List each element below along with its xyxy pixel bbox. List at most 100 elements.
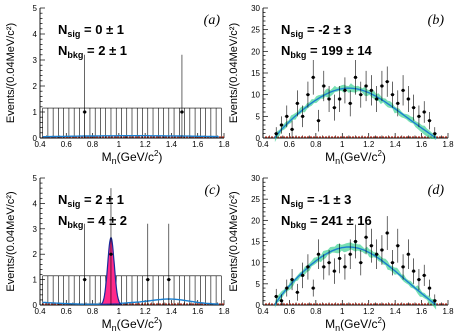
y-tick-label: 10 bbox=[251, 259, 260, 268]
x-axis-label-part: (GeV/c bbox=[117, 317, 154, 331]
data-point bbox=[180, 110, 184, 114]
nsig-value: = -1 ± 3 bbox=[303, 192, 351, 207]
data-point bbox=[83, 278, 87, 282]
data-point bbox=[316, 119, 321, 123]
data-point bbox=[359, 93, 363, 97]
x-tick-label: 1.6 bbox=[192, 307, 204, 316]
y-tick-label: 0 bbox=[256, 301, 261, 310]
x-axis-label: Mn(GeV/c2) bbox=[102, 149, 163, 166]
x-tick-label: 1.4 bbox=[390, 140, 402, 149]
data-point bbox=[167, 278, 171, 282]
x-tick-label: 0.4 bbox=[34, 307, 46, 316]
y-tick-label: 30 bbox=[251, 174, 260, 183]
y-tick-label: 25 bbox=[251, 26, 260, 35]
panel-2: 0.4 0.6 0.8 1 1.2 1.4 1.6 1.8 0 5 10 15 20 25 30 Events… bbox=[228, 4, 454, 166]
x-tick-label: 1.6 bbox=[192, 140, 204, 149]
data-point bbox=[322, 84, 326, 88]
data-point bbox=[417, 278, 421, 282]
data-point bbox=[332, 269, 336, 273]
y-tick-label: 10 bbox=[251, 91, 260, 100]
data-point bbox=[301, 114, 305, 118]
nbkg-symbol: N bbox=[58, 213, 67, 228]
data-point bbox=[274, 294, 278, 299]
nbkg-symbol: N bbox=[281, 213, 290, 228]
data-point bbox=[274, 132, 278, 136]
nbkg-symbol: N bbox=[281, 43, 290, 58]
x-axis-label-part: ) bbox=[382, 317, 386, 331]
y-axis-label: Events/(0.04MeV/c²) bbox=[5, 191, 17, 291]
panel-4: 0.4 0.6 0.8 1 1.2 1.4 1.6 1.8 0 5 10 15 20 25 30 Events… bbox=[228, 174, 454, 333]
data-point bbox=[306, 265, 310, 269]
x-tick-label: 1 bbox=[340, 307, 345, 316]
data-point bbox=[290, 278, 294, 282]
x-tick-label: 0.8 bbox=[87, 307, 99, 316]
y-tick-label: 20 bbox=[251, 216, 260, 225]
nbkg-symbol: N bbox=[58, 43, 67, 58]
x-axis-label: Mn(GeV/c2) bbox=[325, 149, 386, 166]
nsig-value: = -2 ± 3 bbox=[303, 22, 351, 37]
y-tick-label: 20 bbox=[251, 47, 260, 56]
x-tick-label: 1.8 bbox=[442, 140, 454, 149]
data-point bbox=[369, 244, 373, 248]
data-point bbox=[422, 273, 426, 277]
data-point bbox=[353, 75, 358, 79]
data-point bbox=[348, 252, 352, 256]
x-tick-label: 0.6 bbox=[61, 140, 73, 149]
x-tick-label: 0.4 bbox=[257, 307, 269, 316]
x-axis-label-part: n bbox=[112, 156, 117, 166]
nbkg-annotation: Nbkg = 199 ± 14 bbox=[281, 43, 373, 60]
x-tick-label: 1.4 bbox=[166, 307, 178, 316]
data-point bbox=[385, 80, 389, 84]
data-point bbox=[343, 88, 347, 92]
nsig-subscript: sig bbox=[67, 29, 80, 39]
nsig-subscript: sig bbox=[290, 199, 303, 209]
x-axis-label-part: ) bbox=[382, 150, 386, 164]
y-tick-label: 5 bbox=[256, 280, 261, 289]
data-point bbox=[306, 93, 310, 97]
nsig-subscript: sig bbox=[67, 199, 80, 209]
nbkg-value: = 199 ± 14 bbox=[306, 43, 372, 58]
data-point bbox=[433, 299, 437, 303]
x-axis-label-part: n bbox=[112, 323, 117, 333]
data-point bbox=[369, 88, 373, 92]
x-axis-label-part: M bbox=[102, 317, 112, 331]
x-tick-label: 0.8 bbox=[310, 140, 322, 149]
x-tick-label: 0.6 bbox=[284, 307, 296, 316]
x-tick-label: 0.8 bbox=[87, 140, 99, 149]
y-tick-label: 30 bbox=[251, 4, 260, 13]
data-point bbox=[295, 290, 299, 294]
data-point bbox=[406, 252, 410, 256]
data-point bbox=[279, 123, 284, 127]
panel-label: (c) bbox=[204, 183, 220, 198]
data-point bbox=[396, 244, 400, 248]
data-point bbox=[427, 286, 432, 290]
y-tick-label: 25 bbox=[251, 195, 260, 204]
data-point bbox=[380, 248, 384, 252]
nsig-subscript: sig bbox=[290, 29, 303, 39]
x-axis-label-part: (GeV/c bbox=[340, 317, 377, 331]
x-axis-label-part: ) bbox=[158, 150, 162, 164]
fit-curve bbox=[274, 87, 437, 139]
y-tick-label: 1 bbox=[33, 276, 38, 285]
y-tick-label: 15 bbox=[251, 238, 260, 247]
nsig-symbol: N bbox=[58, 22, 67, 37]
x-tick-label: 1.2 bbox=[140, 140, 152, 149]
data-point bbox=[311, 286, 315, 290]
y-axis-label: Events/(0.04MeV/c²) bbox=[228, 191, 240, 291]
panel-label: (b) bbox=[428, 13, 445, 28]
data-point bbox=[311, 75, 315, 79]
nsig-symbol: N bbox=[281, 22, 290, 37]
data-point bbox=[338, 97, 342, 101]
x-tick-label: 1.2 bbox=[140, 307, 152, 316]
x-tick-label: 1.4 bbox=[390, 307, 402, 316]
fit-uncertainty-band bbox=[274, 242, 437, 310]
x-tick-label: 1.6 bbox=[416, 307, 428, 316]
data-point bbox=[353, 239, 358, 244]
data-point bbox=[327, 261, 331, 265]
y-tick-label: 5 bbox=[33, 174, 38, 183]
y-axis-label: Events/(0.04MeV/c²) bbox=[5, 23, 17, 123]
y-tick-label: 0 bbox=[33, 301, 38, 310]
x-axis-label-part: n bbox=[335, 323, 340, 333]
data-point bbox=[385, 231, 389, 235]
